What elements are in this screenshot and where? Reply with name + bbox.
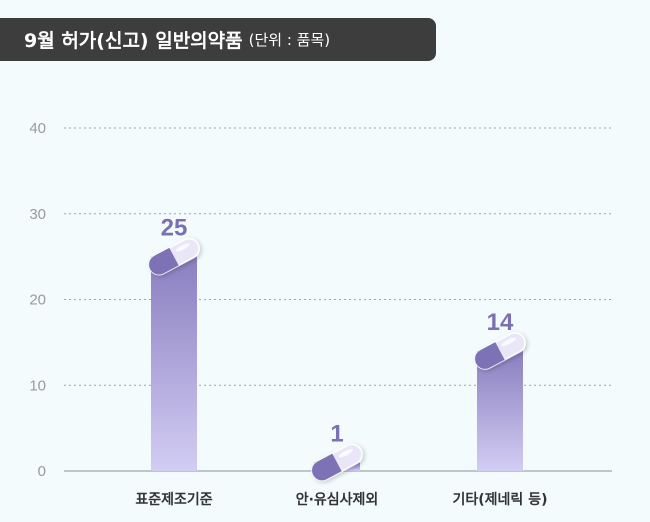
capsule-marker	[148, 237, 200, 276]
category-label: 기타(제네릭 등)	[453, 492, 548, 508]
category-label: 표준제조기준	[135, 492, 212, 508]
y-tick-label: 30	[29, 206, 46, 223]
bar	[477, 350, 523, 471]
data-label: 14	[487, 309, 514, 336]
data-label: 25	[161, 215, 188, 242]
category-label: 안·유심사제외	[296, 491, 379, 508]
y-tick-label: 10	[29, 377, 46, 394]
y-tick-label: 20	[29, 292, 46, 309]
chart-title: 9월 허가(신고) 일반의약품	[24, 30, 243, 52]
y-tick-label: 0	[38, 463, 46, 480]
bar	[151, 256, 197, 471]
chart-title-box: 9월 허가(신고) 일반의약품 (단위 : 품목)	[0, 18, 436, 61]
capsule-marker	[474, 332, 526, 370]
y-tick-label: 40	[29, 120, 46, 137]
capsule-marker	[311, 443, 363, 482]
chart-unit: (단위 : 품목)	[248, 31, 331, 49]
data-label: 1	[330, 420, 343, 447]
